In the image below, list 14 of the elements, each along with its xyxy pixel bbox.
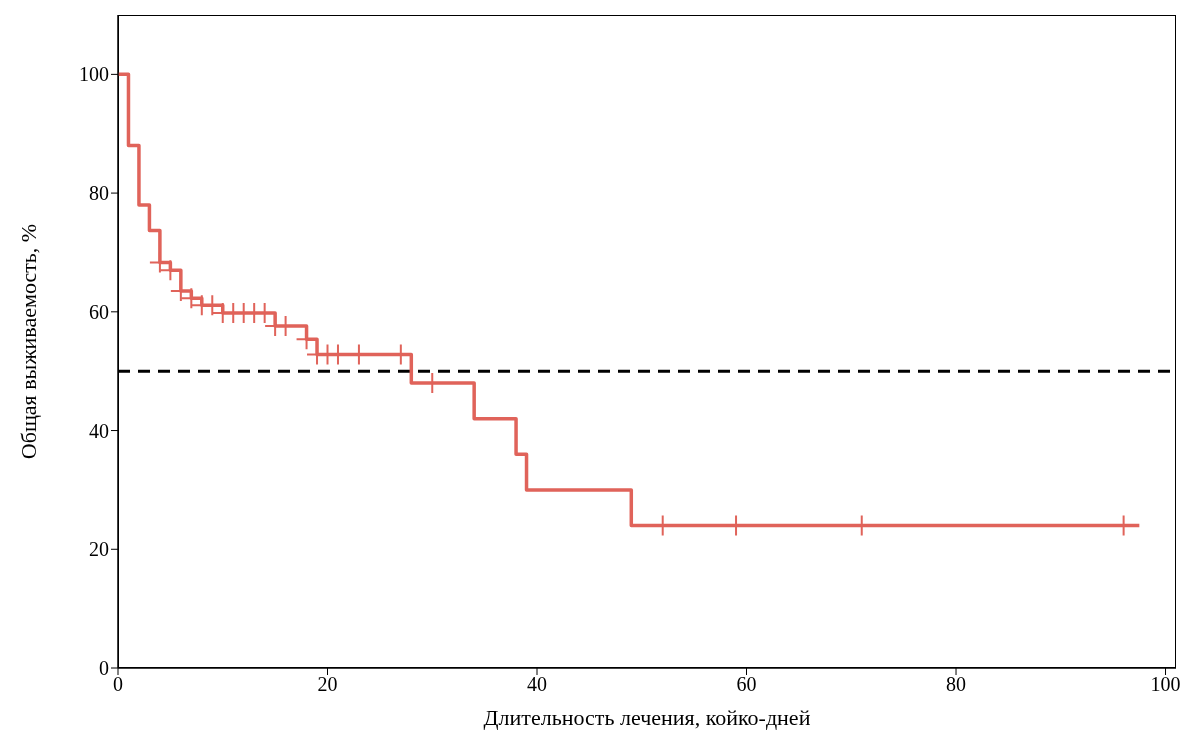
x-tick-label: 80 bbox=[946, 673, 967, 696]
y-tick-label: 100 bbox=[79, 63, 109, 86]
x-tick-label: 0 bbox=[113, 673, 123, 696]
y-tick-label: 20 bbox=[89, 538, 109, 561]
y-tick-label: 40 bbox=[89, 419, 109, 442]
y-tick-label: 80 bbox=[89, 182, 109, 205]
x-tick-label: 60 bbox=[736, 673, 757, 696]
y-tick-label: 60 bbox=[89, 300, 109, 323]
x-tick-label: 40 bbox=[527, 673, 548, 696]
y-axis-title: Общая выживаемость, % bbox=[15, 223, 41, 460]
y-tick-label: 0 bbox=[99, 657, 109, 680]
x-tick-label: 100 bbox=[1150, 673, 1181, 696]
x-tick-label: 20 bbox=[317, 673, 338, 696]
x-axis-title: Длительность лечения, койко-дней bbox=[483, 705, 811, 730]
